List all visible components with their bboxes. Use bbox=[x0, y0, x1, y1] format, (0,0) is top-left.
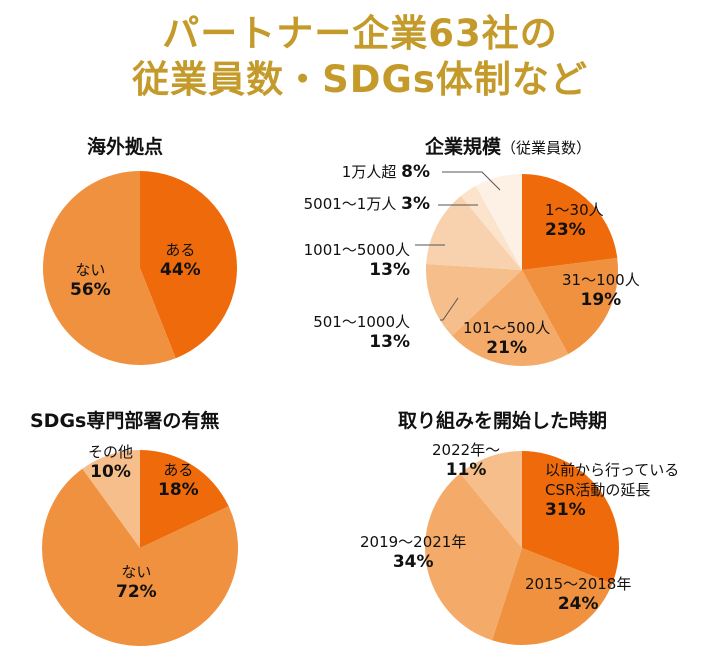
pie-slice bbox=[475, 174, 522, 270]
label-slice: 1001～5000人 13% bbox=[303, 241, 410, 280]
label-slice: 101～500人 21% bbox=[463, 319, 551, 358]
label-slice: 1～30人 23% bbox=[545, 201, 604, 240]
chart-title-sdgs-dept: SDGs専門部署の有無 bbox=[30, 410, 220, 432]
leader-line bbox=[442, 171, 501, 191]
label-slice: 2022年～ 11% bbox=[432, 441, 501, 480]
label-slice: 1万人超 8% bbox=[341, 162, 430, 182]
pie-slice bbox=[41, 468, 239, 647]
label-slice: 501～1000人 13% bbox=[313, 313, 410, 352]
label-slice: ある 18% bbox=[158, 461, 199, 500]
pie-slice bbox=[452, 270, 569, 366]
pie-slice bbox=[460, 451, 522, 548]
label-slice: ない 72% bbox=[116, 563, 157, 602]
pie-slice bbox=[522, 174, 618, 270]
label-slice: 以前から行っているCSR活動の延長 31% bbox=[545, 461, 680, 520]
pie-slice bbox=[522, 451, 619, 584]
label-slice: 5001～1万人 3% bbox=[303, 194, 430, 214]
pie-slice bbox=[492, 548, 613, 645]
size-title-text: 企業規模 bbox=[425, 136, 502, 158]
leader-line bbox=[440, 297, 459, 321]
pie-slice bbox=[424, 473, 522, 641]
label-slice: ある 44% bbox=[160, 241, 201, 280]
label-slice: 31～100人 19% bbox=[562, 271, 640, 310]
title-line2: 従業員数・SDGs体制など bbox=[132, 58, 588, 101]
pie-slice bbox=[522, 257, 618, 355]
pie-slice bbox=[43, 170, 176, 365]
title-line1: パートナー企業63社の bbox=[162, 12, 558, 55]
chart-title-start: 取り組みを開始した時期 bbox=[398, 410, 608, 432]
chart-title-overseas: 海外拠点 bbox=[87, 136, 164, 158]
label-slice: 2019～2021年 34% bbox=[360, 533, 467, 572]
size-subtitle: （従業員数） bbox=[501, 139, 592, 157]
label-slice: その他 10% bbox=[88, 443, 134, 482]
pie-slice bbox=[460, 185, 522, 270]
pie-slice bbox=[82, 450, 140, 548]
label-slice: ない 56% bbox=[70, 261, 111, 300]
pie-slice bbox=[140, 450, 229, 548]
pie-slice bbox=[426, 196, 522, 270]
label-slice: 2015～2018年 24% bbox=[525, 575, 632, 614]
chart-title-size: 企業規模（従業員数） bbox=[425, 132, 591, 159]
pie-slice bbox=[140, 170, 237, 359]
pie-slice bbox=[425, 263, 522, 336]
